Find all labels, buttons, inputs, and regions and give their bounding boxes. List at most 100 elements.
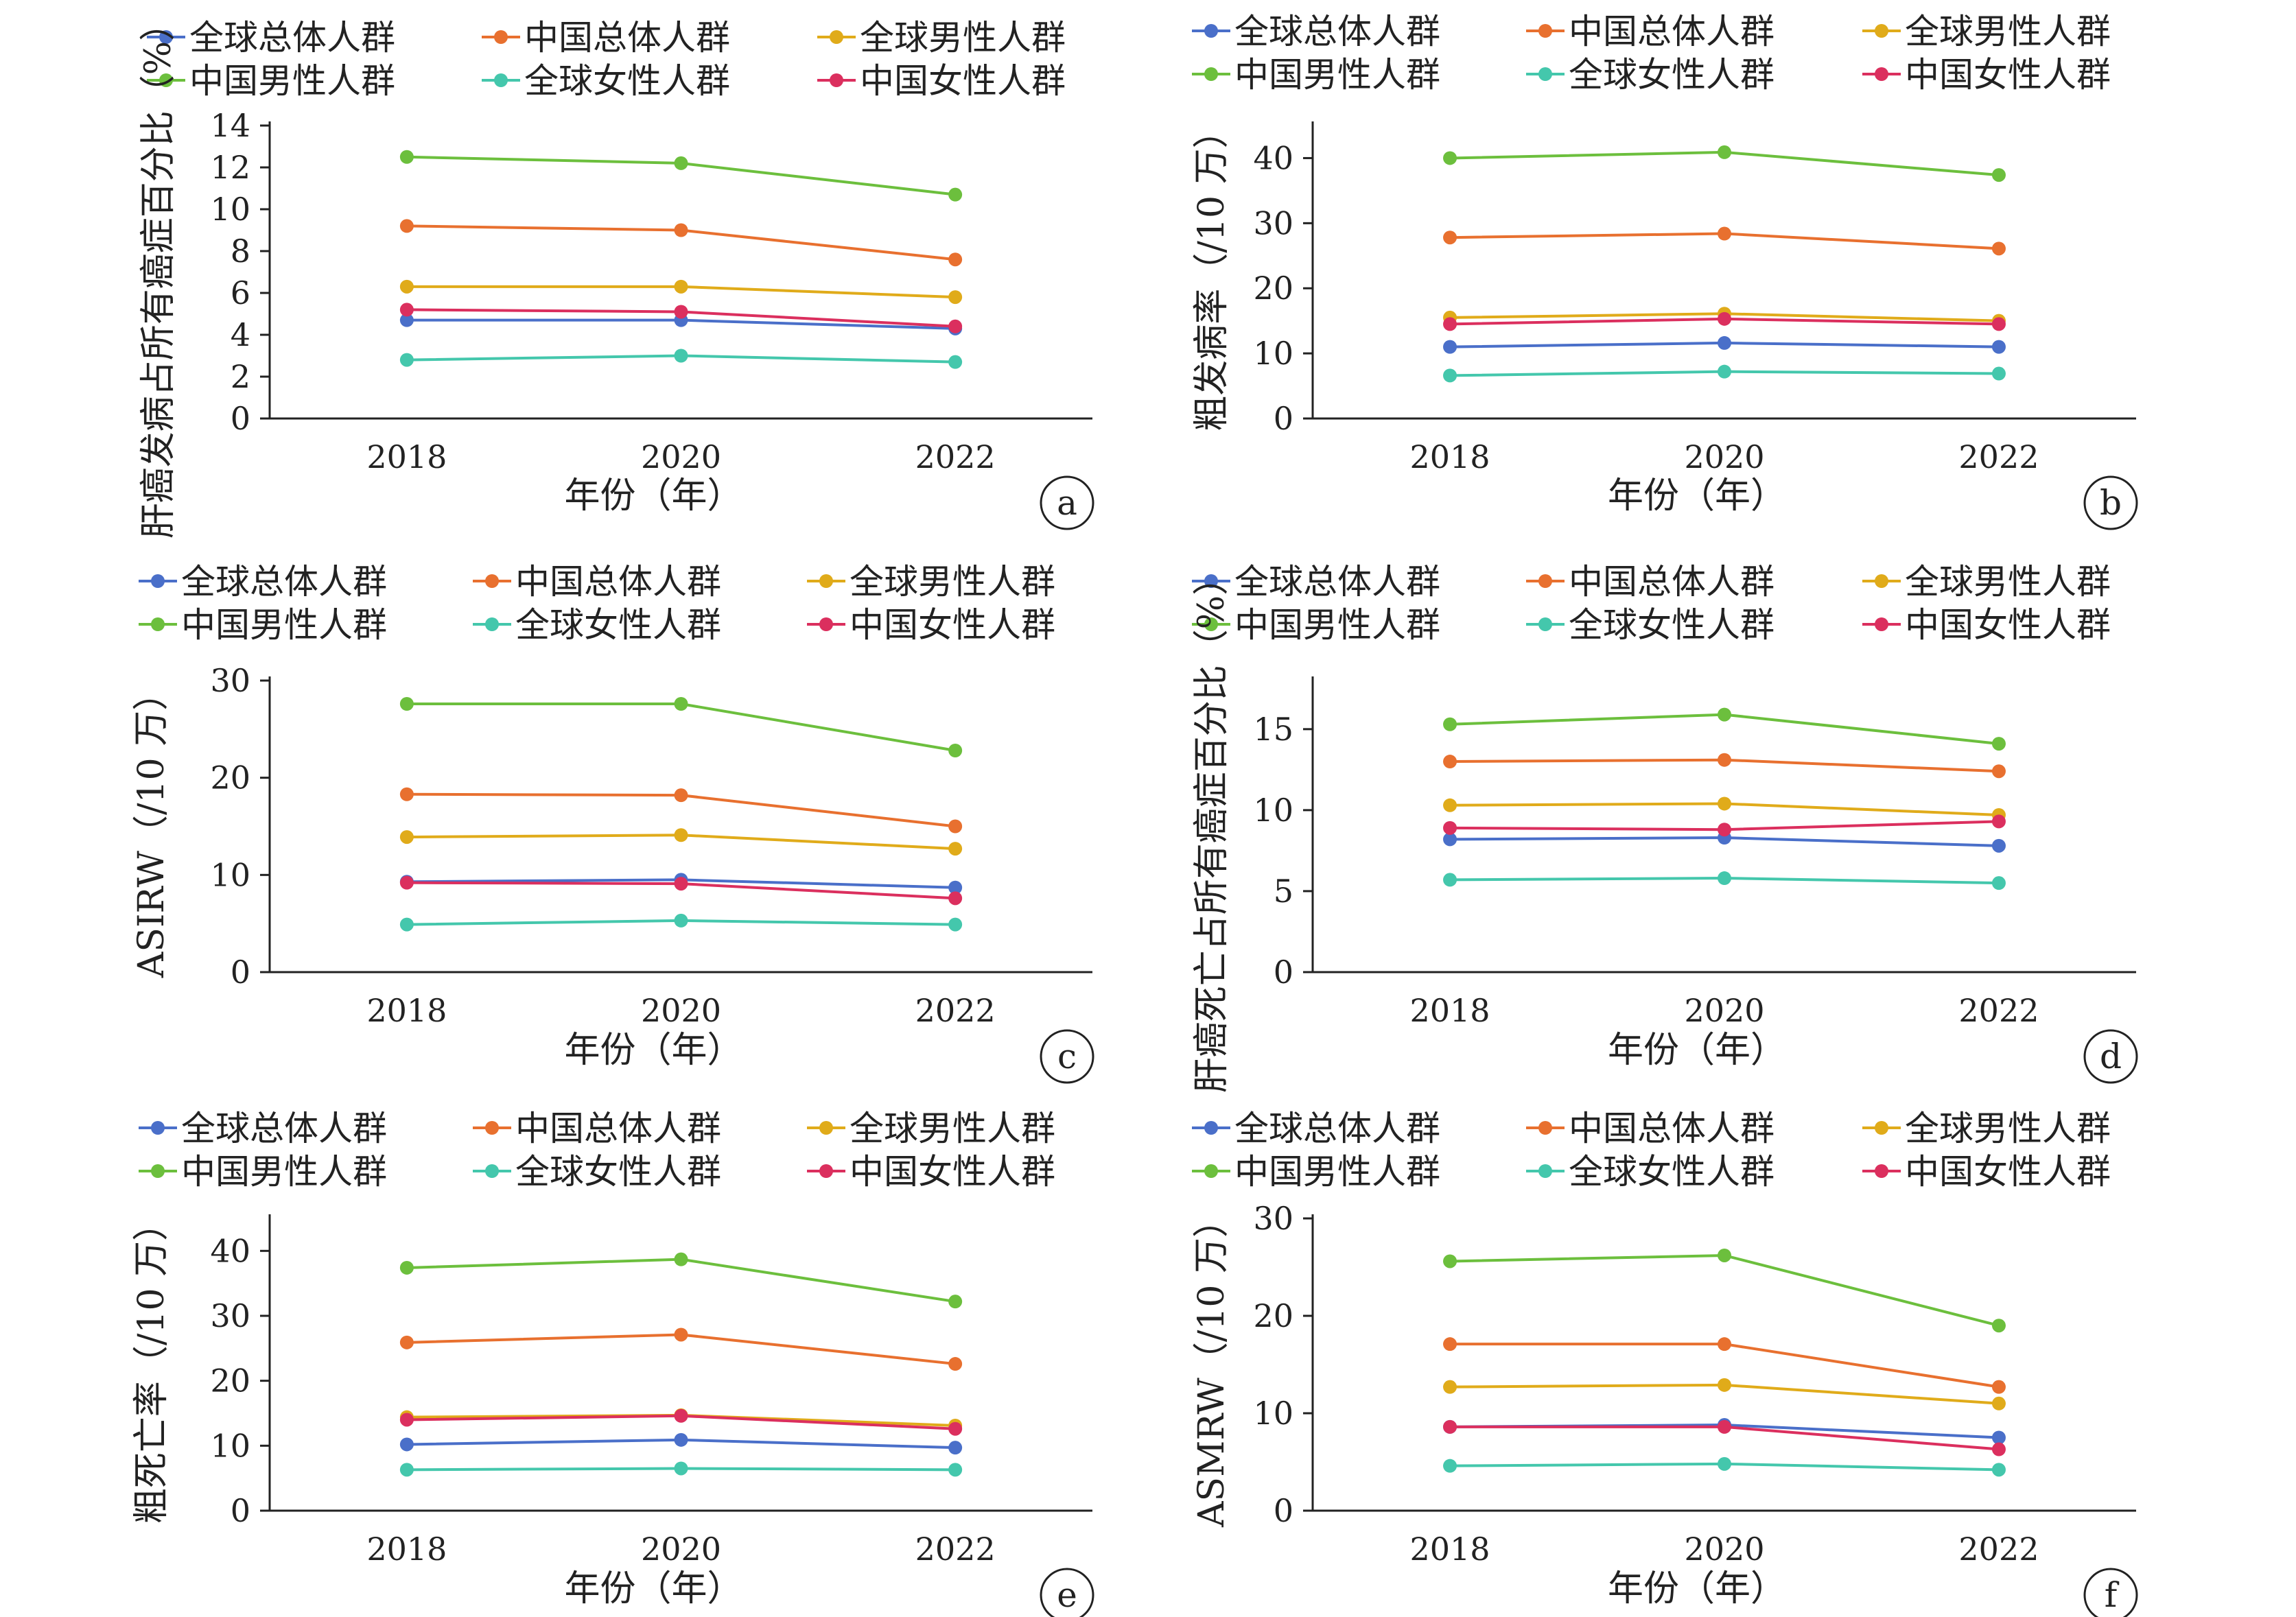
y-tick-label-a-2: 4 bbox=[231, 316, 250, 353]
y-tick-label-a-5: 10 bbox=[210, 191, 250, 228]
y-axis-title-e: 粗死亡率（/10 万） bbox=[131, 1205, 172, 1524]
legend-marker-a-1 bbox=[494, 30, 508, 44]
legend-item-b-2: 全球男性人群 bbox=[1862, 12, 2111, 51]
legend-label-e-0: 全球总体人群 bbox=[181, 1109, 387, 1148]
legend-label-d-4: 全球女性人群 bbox=[1569, 605, 1774, 645]
y-tick-label-c-2: 20 bbox=[210, 759, 250, 796]
y-tick-label-b-1: 10 bbox=[1253, 335, 1293, 372]
legend-label-b-5: 中国女性人群 bbox=[1905, 55, 2111, 95]
data-point-b-0-0 bbox=[1443, 340, 1457, 354]
data-point-a-1-0 bbox=[399, 219, 414, 233]
data-point-b-3-2 bbox=[1991, 168, 2006, 182]
legend-item-d-4: 全球女性人群 bbox=[1526, 605, 1774, 645]
panel-letter-circle-f bbox=[2083, 1568, 2138, 1617]
legend-label-f-0: 全球总体人群 bbox=[1234, 1109, 1440, 1148]
x-tick-label-d-0: 2018 bbox=[1410, 992, 1490, 1029]
legend-label-c-3: 中国男性人群 bbox=[181, 605, 387, 645]
data-point-e-3-1 bbox=[674, 1252, 688, 1266]
y-tick-label-d-2: 10 bbox=[1253, 792, 1293, 829]
legend-label-a-0: 全球总体人群 bbox=[189, 18, 395, 58]
legend-label-e-2: 全球男性人群 bbox=[850, 1109, 1055, 1148]
data-point-b-3-1 bbox=[1718, 145, 1731, 159]
data-point-f-5-0 bbox=[1443, 1419, 1457, 1434]
legend-label-d-1: 中国总体人群 bbox=[1569, 562, 1774, 602]
x-tick-label-c-1: 2020 bbox=[641, 992, 721, 1029]
data-point-e-0-2 bbox=[948, 1441, 963, 1455]
data-point-b-4-1 bbox=[1718, 364, 1731, 379]
legend-item-e-4: 全球女性人群 bbox=[473, 1152, 721, 1192]
data-point-a-4-2 bbox=[948, 355, 963, 369]
legend-marker-d-3 bbox=[1204, 617, 1218, 631]
legend-label-c-2: 全球男性人群 bbox=[850, 562, 1055, 602]
legend-label-b-3: 中国男性人群 bbox=[1234, 55, 1440, 95]
data-point-a-3-0 bbox=[399, 150, 414, 164]
data-point-e-3-0 bbox=[399, 1260, 414, 1275]
legend-item-c-1: 中国总体人群 bbox=[473, 562, 721, 602]
y-tick-label-d-3: 15 bbox=[1253, 711, 1293, 748]
y-tick-label-a-0: 0 bbox=[231, 400, 250, 437]
legend-item-b-0: 全球总体人群 bbox=[1192, 12, 1440, 51]
data-point-b-4-0 bbox=[1443, 368, 1457, 383]
legend-item-b-3: 中国男性人群 bbox=[1192, 55, 1440, 95]
legend-item-c-3: 中国男性人群 bbox=[139, 605, 387, 645]
x-tick-label-e-1: 2020 bbox=[641, 1531, 721, 1568]
data-point-a-1-1 bbox=[674, 223, 688, 237]
data-point-a-3-1 bbox=[674, 156, 688, 170]
legend-item-d-2: 全球男性人群 bbox=[1862, 562, 2111, 602]
y-tick-label-b-2: 20 bbox=[1253, 270, 1293, 307]
legend-label-c-1: 中国总体人群 bbox=[515, 562, 721, 602]
data-point-c-1-0 bbox=[399, 787, 414, 801]
y-tick-label-e-2: 20 bbox=[210, 1362, 250, 1400]
x-tick-label-b-0: 2018 bbox=[1410, 438, 1490, 475]
legend-item-d-0: 全球总体人群 bbox=[1192, 562, 1440, 602]
data-point-e-0-1 bbox=[674, 1432, 688, 1447]
legend-label-c-0: 全球总体人群 bbox=[181, 562, 387, 602]
y-tick-label-f-3: 30 bbox=[1253, 1200, 1293, 1237]
x-axis-title-e: 年份（年） bbox=[564, 1568, 742, 1609]
data-point-a-4-0 bbox=[399, 353, 414, 367]
legend-item-a-3: 中国男性人群 bbox=[147, 61, 395, 101]
data-point-d-1-1 bbox=[1718, 753, 1731, 767]
data-point-e-0-0 bbox=[399, 1437, 414, 1452]
legend-item-b-1: 中国总体人群 bbox=[1526, 12, 1774, 51]
x-axis-title-d: 年份（年） bbox=[1608, 1030, 1786, 1071]
legend-label-b-2: 全球男性人群 bbox=[1905, 12, 2111, 51]
legend-label-f-4: 全球女性人群 bbox=[1569, 1152, 1774, 1192]
x-tick-label-e-0: 2018 bbox=[366, 1531, 447, 1568]
legend-label-b-1: 中国总体人群 bbox=[1569, 12, 1774, 51]
x-axis-title-c: 年份（年） bbox=[564, 1030, 742, 1071]
legend-label-f-1: 中国总体人群 bbox=[1569, 1109, 1774, 1148]
legend-marker-a-2 bbox=[830, 30, 843, 44]
x-axis-title-b: 年份（年） bbox=[1608, 475, 1786, 517]
data-point-f-3-0 bbox=[1443, 1254, 1457, 1268]
y-axis-title-a: 肝癌发病占所有癌症百分比（%） bbox=[138, 5, 179, 539]
legend-item-a-5: 中国女性人群 bbox=[817, 61, 1066, 101]
data-point-d-3-1 bbox=[1718, 707, 1731, 722]
y-tick-label-c-3: 30 bbox=[210, 662, 250, 699]
data-point-c-5-2 bbox=[948, 891, 963, 906]
y-tick-label-b-3: 30 bbox=[1253, 204, 1293, 241]
legend-marker-b-1 bbox=[1538, 24, 1552, 38]
y-tick-label-a-3: 6 bbox=[231, 274, 250, 311]
x-tick-label-a-1: 2020 bbox=[641, 438, 721, 475]
legend-marker-d-4 bbox=[1538, 617, 1552, 631]
x-tick-label-f-2: 2022 bbox=[1958, 1531, 2039, 1568]
y-tick-label-f-1: 10 bbox=[1253, 1395, 1293, 1432]
legend-item-a-4: 全球女性人群 bbox=[482, 61, 730, 101]
chart-panel-f: 全球总体人群 中国总体人群 全球男性人群 中国男性人群 全球女性人群 中国女性人群 0 10 2… bbox=[1148, 1078, 2296, 1617]
y-tick-label-c-1: 10 bbox=[210, 856, 250, 893]
legend-marker-d-5 bbox=[1875, 617, 1888, 631]
legend-marker-c-4 bbox=[485, 617, 499, 631]
data-point-b-1-2 bbox=[1991, 241, 2006, 256]
legend-marker-a-0 bbox=[159, 30, 173, 44]
data-point-c-1-2 bbox=[948, 819, 963, 834]
x-tick-label-c-0: 2018 bbox=[366, 992, 447, 1029]
y-tick-label-a-1: 2 bbox=[231, 358, 250, 395]
legend-marker-e-2 bbox=[819, 1121, 833, 1135]
legend-label-a-2: 全球男性人群 bbox=[860, 18, 1066, 58]
legend-item-d-1: 中国总体人群 bbox=[1526, 562, 1774, 602]
x-tick-label-e-2: 2022 bbox=[915, 1531, 996, 1568]
